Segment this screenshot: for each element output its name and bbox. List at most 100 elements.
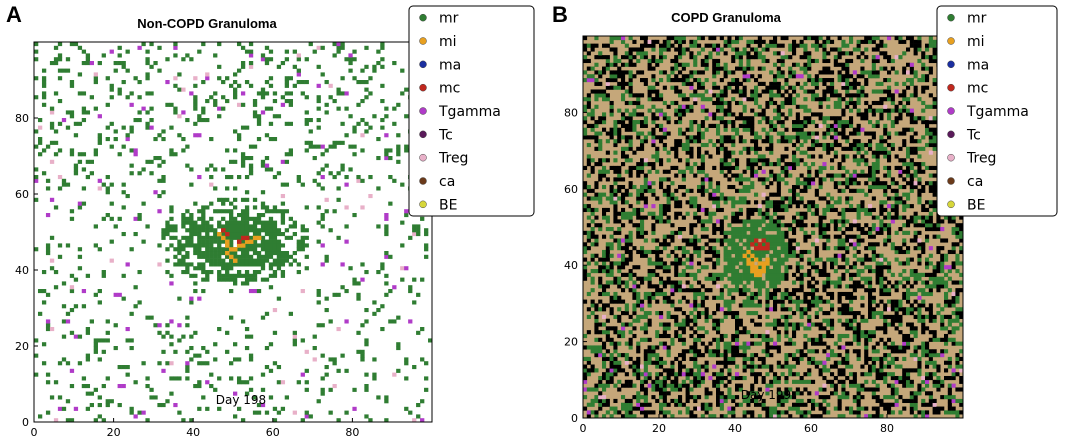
grid-cell — [689, 104, 694, 109]
grid-cell — [738, 150, 743, 155]
grid-cell — [45, 178, 51, 183]
grid-cell — [93, 243, 98, 248]
grid-cell — [795, 299, 800, 304]
grid-cell — [268, 395, 274, 400]
grid-cell — [697, 184, 702, 190]
grid-cell — [420, 399, 425, 404]
grid-cell — [586, 154, 591, 159]
grid-cell — [264, 247, 270, 252]
grid-cell — [590, 257, 595, 262]
grid-cell — [716, 345, 721, 350]
grid-cell — [662, 47, 667, 52]
grid-cell — [799, 272, 804, 277]
grid-cell — [776, 116, 781, 121]
grid-cell — [830, 291, 835, 297]
grid-cell — [640, 402, 645, 407]
grid-cell — [792, 326, 797, 331]
grid-cell — [272, 243, 278, 248]
grid-cell — [609, 414, 614, 419]
grid-cell — [628, 341, 633, 346]
grid-cell — [723, 414, 728, 419]
grid-cell — [201, 228, 206, 233]
grid-cell — [594, 337, 599, 342]
grid-cell — [712, 230, 717, 235]
grid-cell — [662, 414, 667, 419]
grid-cell — [750, 173, 755, 178]
grid-cell — [700, 70, 705, 75]
grid-cell — [404, 87, 409, 92]
grid-cell — [773, 227, 778, 232]
grid-cell — [712, 81, 717, 86]
grid-cell — [336, 292, 341, 297]
grid-cell — [750, 238, 755, 243]
grid-cell — [757, 146, 762, 151]
grid-cell — [814, 169, 819, 174]
grid-cell — [742, 356, 747, 361]
grid-cell — [643, 139, 648, 144]
grid-cell — [133, 216, 138, 221]
grid-cell — [233, 220, 238, 225]
grid-cell — [53, 45, 59, 50]
grid-cell — [236, 137, 242, 142]
grid-cell — [670, 360, 675, 365]
grid-cell — [598, 265, 603, 270]
grid-cell — [693, 349, 698, 354]
grid-cell — [780, 135, 785, 140]
grid-cell — [780, 242, 785, 247]
grid-cell — [590, 269, 595, 274]
grid-cell — [590, 116, 595, 121]
grid-cell — [807, 322, 812, 327]
grid-cell — [719, 337, 724, 342]
grid-cell — [344, 289, 349, 294]
grid-cell — [674, 74, 679, 79]
grid-cell — [811, 93, 816, 98]
grid-cell — [41, 80, 47, 85]
grid-cell — [678, 372, 683, 377]
grid-cell — [700, 372, 705, 377]
grid-cell — [221, 201, 226, 206]
grid-cell — [384, 114, 389, 119]
grid-cell — [826, 227, 831, 232]
grid-cell — [320, 243, 325, 248]
grid-cell — [731, 406, 736, 411]
grid-cell — [34, 129, 39, 134]
grid-cell — [731, 311, 736, 316]
grid-cell — [792, 288, 797, 293]
grid-cell — [609, 36, 614, 41]
grid-cell — [594, 253, 599, 258]
grid-cell — [264, 205, 270, 210]
grid-cell — [746, 158, 751, 163]
grid-cell — [408, 319, 413, 324]
grid-cell — [795, 123, 800, 128]
grid-cell — [666, 276, 671, 281]
grid-cell — [145, 125, 150, 130]
grid-cell — [822, 375, 827, 381]
grid-cell — [598, 192, 603, 197]
grid-cell — [681, 269, 686, 274]
grid-cell — [727, 410, 732, 415]
grid-cell — [761, 360, 766, 365]
grid-cell — [268, 342, 274, 347]
grid-cell — [173, 110, 178, 115]
grid-cell — [165, 330, 170, 335]
grid-cell — [364, 319, 369, 324]
grid-cell — [272, 224, 278, 229]
grid-cell — [681, 246, 686, 251]
grid-cell — [731, 211, 736, 216]
grid-cell — [605, 246, 610, 251]
grid-cell — [651, 227, 656, 232]
grid-cell — [647, 269, 652, 274]
grid-cell — [621, 36, 626, 41]
grid-cell — [201, 213, 206, 218]
grid-cell — [807, 272, 812, 277]
grid-cell — [780, 165, 785, 170]
grid-cell — [583, 387, 588, 392]
grid-cell — [704, 265, 709, 270]
grid-cell — [776, 173, 781, 178]
grid-cell — [225, 76, 230, 81]
grid-cell — [788, 93, 793, 98]
grid-cell — [765, 295, 770, 300]
grid-cell — [236, 133, 242, 138]
grid-cell — [594, 398, 599, 404]
